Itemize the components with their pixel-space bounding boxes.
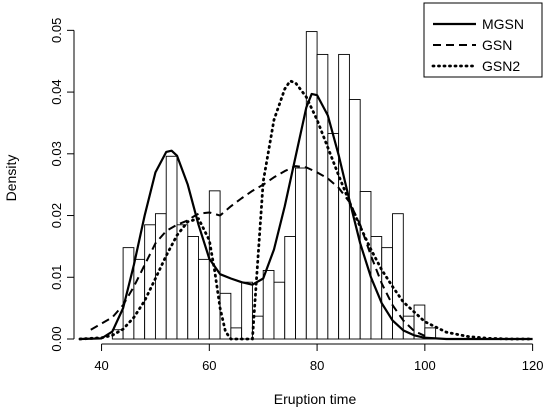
histogram-bar <box>305 31 318 340</box>
histogram-bar <box>262 270 275 340</box>
histogram-bar <box>187 236 199 340</box>
y-axis: 0.00 0.01 0.02 0.03 0.04 0.05 <box>49 18 75 352</box>
x-tick-label: 100 <box>414 358 436 373</box>
curve-gsn2 <box>78 79 535 341</box>
histogram-bar <box>122 247 135 340</box>
histogram-bar <box>198 258 210 340</box>
y-tick-label: 0.04 <box>49 79 64 104</box>
y-tick-label: 0.05 <box>49 18 64 43</box>
y-tick-label: 0.00 <box>49 326 64 351</box>
legend-label-gsn2: GSN2 <box>482 58 520 74</box>
histogram-bar <box>273 281 286 340</box>
y-tick-label: 0.01 <box>49 265 64 290</box>
histogram-bar <box>165 155 178 340</box>
y-tick-label: 0.02 <box>49 203 64 228</box>
x-axis: 40 60 80 100 120 <box>94 343 544 373</box>
histogram-bar <box>176 224 189 340</box>
y-tick-label: 0.03 <box>49 141 64 166</box>
x-tick-label: 40 <box>94 358 108 373</box>
histogram-bar <box>144 224 156 340</box>
histogram-bar <box>295 167 307 340</box>
histogram-bar <box>219 292 232 340</box>
histogram-bar <box>284 236 296 340</box>
histogram-bar <box>241 281 253 340</box>
x-tick-label: 60 <box>202 358 216 373</box>
histogram-bar <box>359 191 372 340</box>
x-axis-label: Eruption time <box>274 391 357 407</box>
histogram-bar <box>154 213 167 340</box>
legend-label-gsn: GSN <box>482 37 512 53</box>
legend: MGSN GSN GSN2 <box>423 2 543 78</box>
x-tick-label: 120 <box>522 358 544 373</box>
histogram-bar <box>230 327 243 340</box>
y-axis-label: Density <box>3 155 19 202</box>
curve-mgsn <box>79 92 533 341</box>
histogram-bar <box>392 213 404 340</box>
x-tick-label: 80 <box>310 358 324 373</box>
curve-gsn <box>90 165 426 337</box>
legend-label-mgsn: MGSN <box>482 16 524 32</box>
histogram-bar <box>133 258 146 340</box>
density-curves <box>78 79 535 341</box>
